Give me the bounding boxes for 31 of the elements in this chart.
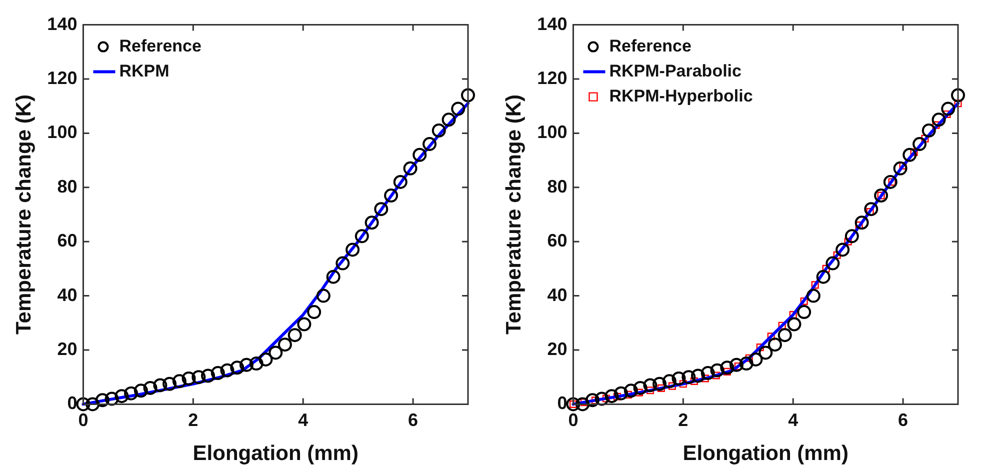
- y-tick-label: 60: [57, 230, 78, 251]
- y-tick-label: 60: [547, 230, 568, 251]
- x-tick-label: 4: [298, 410, 308, 430]
- y-tick-label: 80: [57, 176, 78, 196]
- x-tick-label: 6: [898, 410, 908, 430]
- y-tick-label: 0: [67, 393, 78, 414]
- y-tick-label: 100: [537, 122, 568, 142]
- y-tick-label: 0: [557, 393, 568, 414]
- y-tick-label: 20: [57, 338, 78, 359]
- x-axis-title: Elongation (mm): [682, 442, 848, 466]
- y-tick-label: 40: [57, 284, 78, 305]
- x-tick-label: 2: [678, 410, 688, 430]
- legend-label: Reference: [119, 36, 202, 56]
- y-tick-label: 120: [537, 68, 568, 88]
- y-tick-label: 120: [47, 68, 78, 88]
- legend-label: RKPM-Parabolic: [609, 61, 742, 80]
- y-tick-label: 80: [547, 176, 568, 196]
- x-axis-title: Elongation (mm): [192, 442, 358, 466]
- legend-label: RKPM-Hyperbolic: [609, 86, 753, 106]
- y-tick-label: 140: [537, 14, 568, 34]
- x-tick-label: 4: [788, 410, 798, 430]
- y-tick-label: 40: [547, 284, 568, 305]
- y-axis-title: Temperature change (K): [12, 94, 36, 334]
- x-tick-label: 2: [188, 410, 198, 430]
- y-tick-label: 20: [547, 338, 568, 359]
- y-axis-title: Temperature change (K): [502, 94, 526, 334]
- y-tick-label: 100: [47, 122, 78, 142]
- x-tick-label: 6: [408, 410, 418, 430]
- legend-label: Reference: [609, 36, 692, 56]
- y-tick-label: 140: [47, 14, 78, 34]
- legend-label: RKPM: [119, 61, 170, 80]
